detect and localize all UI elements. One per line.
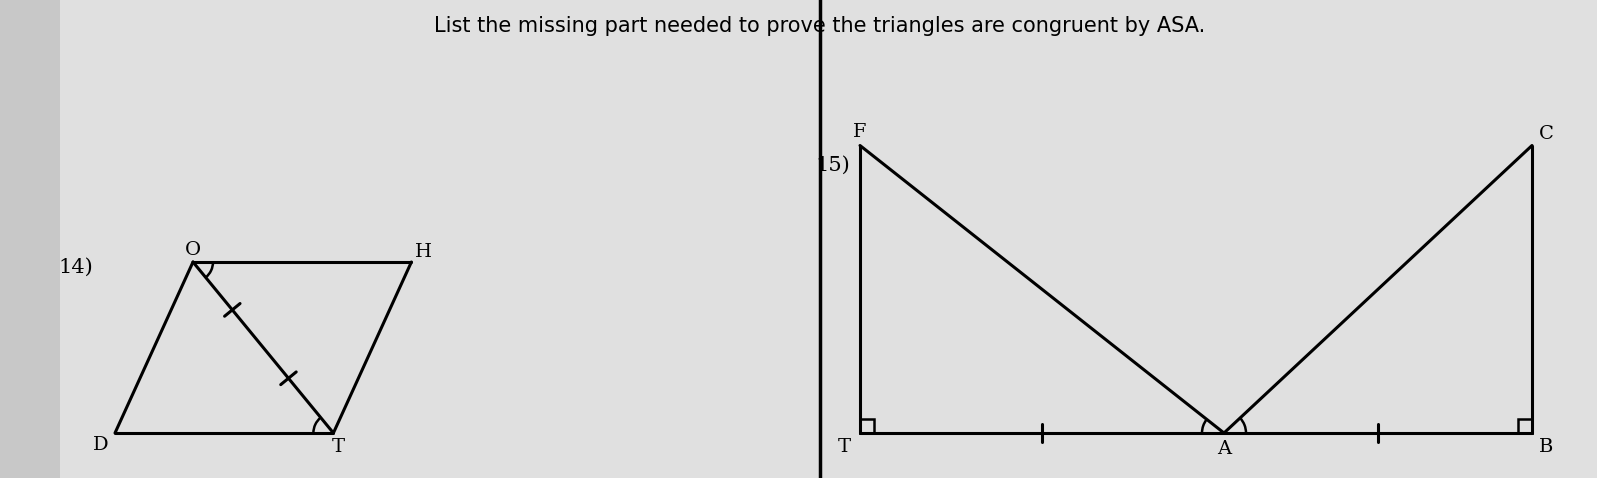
- Text: A: A: [1217, 440, 1231, 458]
- Text: List the missing part needed to prove the triangles are congruent by ASA.: List the missing part needed to prove th…: [434, 16, 1206, 36]
- Text: 15): 15): [814, 155, 850, 174]
- Text: H: H: [415, 243, 431, 261]
- Text: T: T: [837, 438, 851, 456]
- Text: T: T: [332, 438, 345, 456]
- Text: B: B: [1540, 438, 1554, 456]
- Text: F: F: [853, 122, 867, 141]
- Text: D: D: [93, 436, 109, 454]
- Text: C: C: [1538, 124, 1554, 142]
- Text: O: O: [185, 241, 201, 259]
- Polygon shape: [61, 0, 1597, 478]
- Text: 14): 14): [57, 258, 93, 276]
